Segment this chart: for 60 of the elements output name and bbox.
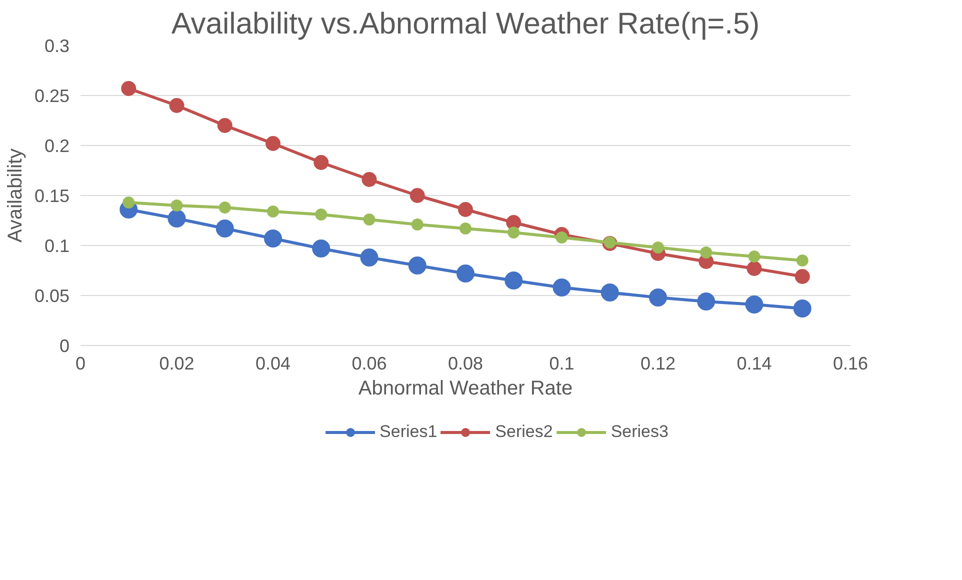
point bbox=[508, 226, 520, 238]
point bbox=[360, 248, 378, 266]
point bbox=[649, 288, 667, 306]
point bbox=[796, 254, 808, 266]
x-tick-label: 0.1 bbox=[549, 354, 574, 374]
point bbox=[700, 246, 712, 258]
point bbox=[794, 269, 810, 284]
y-tick-label: 0.3 bbox=[44, 36, 70, 56]
x-tick-label: 0 bbox=[75, 354, 86, 374]
point bbox=[697, 292, 716, 310]
point bbox=[218, 202, 231, 214]
y-tick-label: 0 bbox=[59, 336, 70, 356]
point bbox=[315, 208, 328, 220]
x-tick-label: 0.02 bbox=[159, 354, 194, 374]
chart-title: Availability vs.Abnormal Weather Rate(η=.5) bbox=[171, 8, 760, 40]
point bbox=[264, 230, 282, 248]
point bbox=[793, 300, 812, 318]
point bbox=[169, 98, 184, 113]
x-tick-label: 0.08 bbox=[448, 354, 484, 374]
point bbox=[363, 214, 376, 226]
x-tick-label: 0.12 bbox=[640, 354, 676, 374]
point bbox=[122, 196, 135, 208]
point bbox=[411, 218, 424, 230]
point bbox=[314, 155, 329, 170]
point bbox=[408, 256, 426, 274]
point bbox=[170, 200, 183, 212]
x-axis-title: Abnormal Weather Rate bbox=[358, 378, 573, 400]
x-tick-label: 0.06 bbox=[352, 354, 387, 374]
y-axis-title: Availability bbox=[4, 148, 26, 243]
point bbox=[460, 222, 472, 234]
x-tick-label: 0.04 bbox=[255, 354, 291, 374]
point bbox=[748, 250, 760, 262]
point bbox=[217, 118, 232, 133]
point bbox=[121, 81, 136, 96]
point bbox=[410, 188, 425, 203]
x-tick-label: 0.16 bbox=[832, 354, 868, 374]
point bbox=[312, 240, 330, 258]
point bbox=[456, 264, 474, 282]
point bbox=[652, 242, 664, 254]
point bbox=[168, 210, 186, 228]
point bbox=[362, 172, 377, 187]
point bbox=[746, 261, 762, 276]
point bbox=[600, 284, 619, 302]
legend-label: Series2 bbox=[495, 422, 553, 442]
point bbox=[266, 136, 280, 151]
point bbox=[556, 232, 568, 244]
point bbox=[745, 296, 764, 314]
x-tick-label: 0.14 bbox=[736, 354, 772, 374]
y-tick-label: 0.05 bbox=[34, 286, 70, 306]
point bbox=[216, 220, 234, 238]
y-tick-label: 0.25 bbox=[34, 86, 70, 106]
point bbox=[552, 278, 571, 296]
y-tick-label: 0.15 bbox=[34, 186, 70, 206]
legend-label: Series1 bbox=[380, 422, 438, 442]
y-tick-label: 0.2 bbox=[44, 136, 70, 156]
point bbox=[458, 202, 473, 217]
legend-label: Series3 bbox=[610, 422, 668, 442]
y-tick-label: 0.1 bbox=[44, 236, 70, 256]
point bbox=[504, 272, 523, 290]
point bbox=[267, 206, 279, 218]
